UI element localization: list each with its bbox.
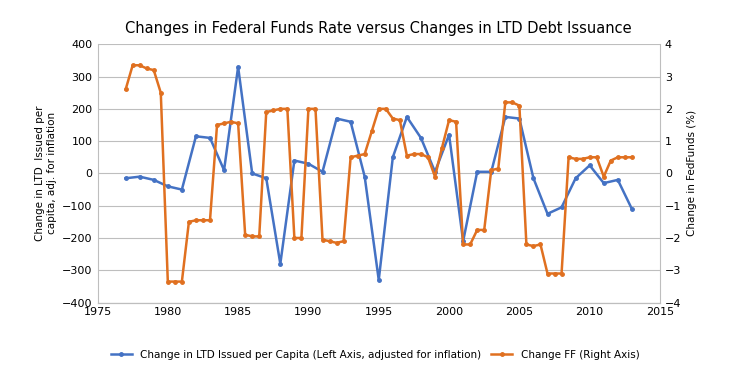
Change in LTD Issued per Capita (Left Axis, adjusted for inflation) [430,170,439,174]
Change in LTD Issued per Capita (Left Axis, adjusted for inflation) [206,136,214,140]
Y-axis label: Change in FedFunds (%): Change in FedFunds (%) [687,110,697,237]
Change in LTD Issued per Capita (Left Axis, adjusted for inflation) [135,175,144,179]
Change in LTD Issued per Capita (Left Axis, adjusted for inflation) [262,176,271,180]
Change in LTD Issued per Capita (Left Axis, adjusted for inflation) [121,176,130,180]
Change FF (Right Axis) [388,116,398,121]
Change in LTD Issued per Capita (Left Axis, adjusted for inflation) [149,177,158,182]
Change in LTD Issued per Capita (Left Axis, adjusted for inflation) [332,116,341,121]
Change in LTD Issued per Capita (Left Axis, adjusted for inflation) [501,115,510,119]
Change in LTD Issued per Capita (Left Axis, adjusted for inflation) [627,207,636,211]
Change in LTD Issued per Capita (Left Axis, adjusted for inflation) [290,158,298,163]
Change in LTD Issued per Capita (Left Axis, adjusted for inflation) [458,239,468,244]
Change in LTD Issued per Capita (Left Axis, adjusted for inflation) [177,187,186,192]
Change FF (Right Axis) [304,107,313,111]
Change FF (Right Axis) [248,234,256,239]
Change FF (Right Axis) [592,155,602,159]
Change in LTD Issued per Capita (Left Axis, adjusted for inflation) [234,65,243,69]
Change FF (Right Axis) [164,279,172,284]
Change in LTD Issued per Capita (Left Axis, adjusted for inflation) [164,184,172,189]
Change in LTD Issued per Capita (Left Axis, adjusted for inflation) [248,171,256,176]
Title: Changes in Federal Funds Rate versus Changes in LTD Debt Issuance: Changes in Federal Funds Rate versus Cha… [125,21,632,36]
Change in LTD Issued per Capita (Left Axis, adjusted for inflation) [388,155,398,159]
Change in LTD Issued per Capita (Left Axis, adjusted for inflation) [220,168,229,172]
Change in LTD Issued per Capita (Left Axis, adjusted for inflation) [402,115,411,119]
Line: Change FF (Right Axis): Change FF (Right Axis) [124,63,634,283]
Change in LTD Issued per Capita (Left Axis, adjusted for inflation) [514,116,523,121]
Legend: Change in LTD Issued per Capita (Left Axis, adjusted for inflation), Change FF (: Change in LTD Issued per Capita (Left Ax… [106,345,644,364]
Change in LTD Issued per Capita (Left Axis, adjusted for inflation) [416,136,425,140]
Change in LTD Issued per Capita (Left Axis, adjusted for inflation) [599,181,608,185]
Change in LTD Issued per Capita (Left Axis, adjusted for inflation) [346,120,355,124]
Change in LTD Issued per Capita (Left Axis, adjusted for inflation) [585,163,594,168]
Change in LTD Issued per Capita (Left Axis, adjusted for inflation) [472,170,482,174]
Change in LTD Issued per Capita (Left Axis, adjusted for inflation) [614,177,622,182]
Change in LTD Issued per Capita (Left Axis, adjusted for inflation) [487,170,496,174]
Y-axis label: Change in LTD  Issued per
capita, adj. for inflation: Change in LTD Issued per capita, adj. fo… [35,106,56,241]
Change in LTD Issued per Capita (Left Axis, adjusted for inflation) [374,278,383,282]
Change in LTD Issued per Capita (Left Axis, adjusted for inflation) [445,132,454,137]
Change in LTD Issued per Capita (Left Axis, adjusted for inflation) [572,176,580,180]
Change in LTD Issued per Capita (Left Axis, adjusted for inflation) [191,134,200,138]
Change in LTD Issued per Capita (Left Axis, adjusted for inflation) [557,205,566,210]
Change FF (Right Axis) [557,271,566,276]
Line: Change in LTD Issued per Capita (Left Axis, adjusted for inflation): Change in LTD Issued per Capita (Left Ax… [124,65,634,282]
Change FF (Right Axis) [572,157,580,161]
Change in LTD Issued per Capita (Left Axis, adjusted for inflation) [318,170,327,174]
Change in LTD Issued per Capita (Left Axis, adjusted for inflation) [529,176,538,180]
Change FF (Right Axis) [121,87,130,92]
Change in LTD Issued per Capita (Left Axis, adjusted for inflation) [304,162,313,166]
Change FF (Right Axis) [627,155,636,159]
Change in LTD Issued per Capita (Left Axis, adjusted for inflation) [360,175,369,179]
Change FF (Right Axis) [128,63,137,68]
Change in LTD Issued per Capita (Left Axis, adjusted for inflation) [276,262,285,266]
Change in LTD Issued per Capita (Left Axis, adjusted for inflation) [543,211,552,216]
